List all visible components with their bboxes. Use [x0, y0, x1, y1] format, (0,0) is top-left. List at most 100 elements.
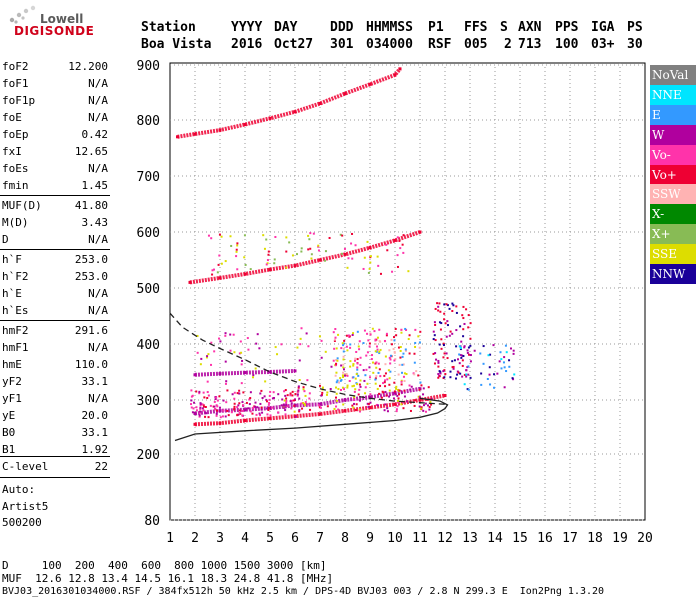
- echo-dot: [243, 234, 246, 237]
- echo-dot: [298, 397, 301, 400]
- echo-dot: [440, 347, 443, 350]
- echo-dot: [480, 372, 483, 375]
- echo-dot: [384, 403, 387, 406]
- echo-dot: [277, 393, 280, 396]
- param-label: foF1: [2, 77, 29, 90]
- echo-dot: [343, 388, 346, 391]
- param-label: foE: [2, 111, 22, 124]
- echo-dot: [408, 352, 411, 355]
- trace-point: [343, 398, 347, 402]
- param-value: N/A: [88, 287, 108, 300]
- echo-dot: [191, 394, 194, 397]
- echo-dot: [422, 387, 425, 390]
- echo-dot: [422, 393, 425, 396]
- param-fof1p: foF1p N/A: [2, 94, 108, 110]
- echo-dot: [414, 399, 417, 402]
- trace-point: [418, 230, 422, 234]
- echo-dot: [398, 389, 401, 392]
- echo-dot: [248, 398, 251, 401]
- echo-dot: [408, 384, 411, 387]
- echo-dot: [352, 363, 355, 366]
- echo-dot: [342, 350, 345, 353]
- echo-dot: [417, 374, 420, 377]
- echo-dot: [246, 337, 249, 340]
- echo-dot: [383, 409, 386, 412]
- trace-point: [268, 370, 272, 374]
- echo-dot: [320, 356, 323, 359]
- echo-dot: [465, 308, 468, 311]
- y-tick-label: 800: [137, 114, 160, 129]
- echo-dot: [467, 388, 470, 391]
- echo-dot: [192, 407, 195, 410]
- hdr-value-yyyy: 2016: [231, 37, 263, 52]
- echo-dot: [459, 325, 462, 328]
- echo-dot: [371, 361, 374, 364]
- echo-dot: [318, 406, 321, 409]
- echo-dot: [201, 403, 204, 406]
- echo-dot: [400, 403, 403, 406]
- trace-point: [368, 395, 372, 399]
- echo-dot: [225, 401, 228, 404]
- echo-dot: [373, 330, 376, 333]
- echo-dot: [272, 396, 275, 399]
- echo-dot: [342, 366, 345, 369]
- param-value: 291.6: [74, 324, 108, 337]
- echo-dot: [439, 372, 442, 375]
- echo-dot: [195, 390, 198, 393]
- echo-dot: [256, 333, 259, 336]
- param-label: MUF(D): [2, 199, 42, 212]
- echo-dot: [346, 374, 349, 377]
- echo-dot: [347, 257, 350, 260]
- echo-dot: [266, 262, 269, 265]
- echo-dot: [199, 404, 202, 407]
- trace-point: [218, 421, 222, 425]
- echo-dot: [378, 352, 381, 355]
- echo-dot: [238, 389, 241, 392]
- echo-dot: [449, 376, 452, 379]
- echo-dot: [418, 396, 421, 399]
- echo-dot: [196, 334, 199, 337]
- echo-dot: [379, 375, 382, 378]
- x-tick-label: 17: [562, 531, 578, 546]
- echo-dot: [352, 384, 355, 387]
- param-hf: h`F 253.0: [2, 253, 108, 269]
- echo-dot: [443, 376, 446, 379]
- echo-dot: [302, 388, 305, 391]
- echo-dot: [285, 266, 288, 269]
- echo-dot: [202, 409, 205, 412]
- echo-dot: [451, 360, 454, 363]
- echo-dot: [429, 400, 432, 403]
- echo-dot: [363, 379, 366, 382]
- echo-dot: [252, 376, 255, 379]
- echo-dot: [337, 408, 340, 411]
- x-tick-label: 15: [512, 531, 528, 546]
- echo-dot: [345, 334, 348, 337]
- echo-dot: [241, 414, 244, 417]
- echo-dot: [375, 403, 378, 406]
- echo-dot: [283, 404, 286, 407]
- echo-dot: [247, 348, 250, 351]
- autoscale-line-1: Auto:: [2, 483, 108, 499]
- param-value: N/A: [88, 77, 108, 90]
- echo-dot: [343, 342, 346, 345]
- echo-dot: [236, 414, 239, 417]
- echo-dot: [400, 331, 403, 334]
- echo-dot: [219, 416, 222, 419]
- param-fxi: fxI 12.65: [2, 145, 108, 161]
- echo-dot: [333, 339, 336, 342]
- echo-dot: [399, 349, 402, 352]
- echo-dot: [260, 389, 263, 392]
- echo-dot: [406, 400, 409, 403]
- echo-dot: [393, 359, 396, 362]
- echo-dot: [401, 355, 404, 358]
- echo-dot: [354, 244, 357, 247]
- echo-dot: [504, 344, 507, 347]
- echo-dot: [346, 266, 349, 269]
- echo-dot: [276, 353, 279, 356]
- echo-dot: [428, 408, 431, 411]
- echo-dot: [397, 373, 400, 376]
- trace-point: [176, 135, 179, 139]
- echo-dot: [437, 361, 440, 364]
- param-label: B0: [2, 426, 16, 439]
- echo-dot: [306, 379, 309, 382]
